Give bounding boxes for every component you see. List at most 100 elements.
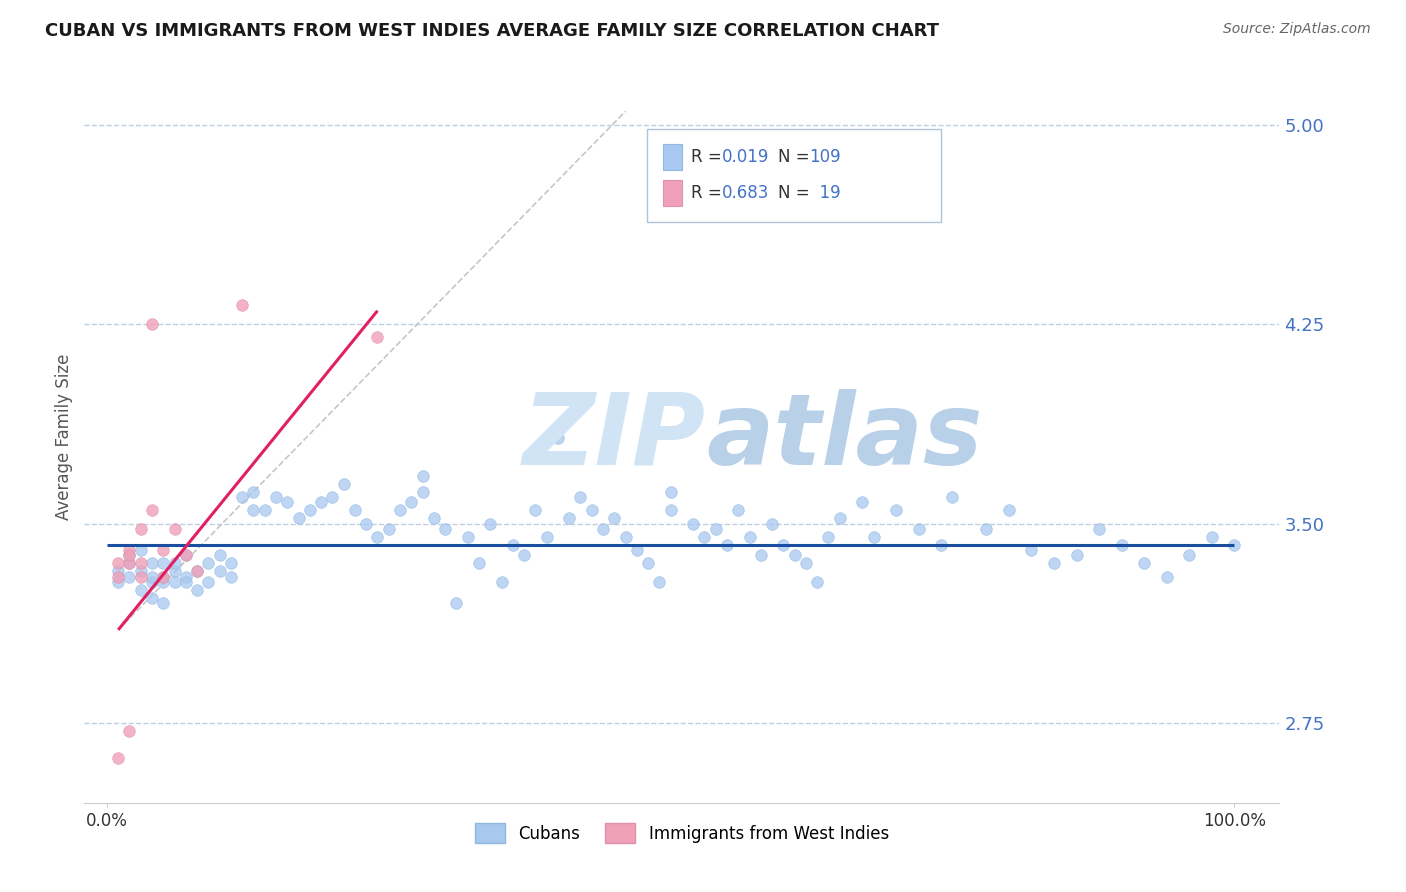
Point [141,503,163,517]
Point [197,557,219,571]
Point [1043,557,1066,571]
Point [862,530,884,544]
Point [659,484,682,499]
Point [637,557,659,571]
Point [626,543,648,558]
Point [129,570,152,584]
Point [1133,557,1156,571]
Point [682,516,704,531]
Point [129,543,152,558]
Point [794,557,817,571]
Point [479,516,502,531]
Point [1021,543,1043,558]
Text: N =: N = [779,184,815,202]
Point [321,490,343,504]
Point [242,503,264,517]
Point [129,522,152,536]
Point [107,570,129,584]
Point [976,522,998,536]
Point [118,570,141,584]
Point [219,570,242,584]
Point [309,495,332,509]
Point [547,431,569,445]
Point [468,557,491,571]
Point [298,503,321,517]
Point [941,490,963,504]
Point [152,570,174,584]
Point [332,476,354,491]
Point [851,495,873,509]
Legend: Cubans, Immigrants from West Indies: Cubans, Immigrants from West Indies [468,817,896,849]
Point [174,575,197,590]
Point [749,549,772,563]
Point [129,582,152,597]
Text: 0.019: 0.019 [721,148,769,166]
Point [107,565,129,579]
Point [423,511,446,525]
Point [208,565,231,579]
Point [118,557,141,571]
Point [186,565,208,579]
Text: atlas: atlas [706,389,983,485]
Point [581,503,603,517]
Point [592,522,614,536]
Point [446,596,468,610]
Point [1178,549,1201,563]
Point [389,503,412,517]
Point [141,557,163,571]
Y-axis label: Average Family Size: Average Family Size [55,354,73,520]
Point [716,538,738,552]
Point [231,298,253,312]
Point [141,317,163,331]
Text: 0.683: 0.683 [721,184,769,202]
Point [129,557,152,571]
Text: Source: ZipAtlas.com: Source: ZipAtlas.com [1223,22,1371,37]
Point [1223,538,1246,552]
Point [152,596,174,610]
Text: 19: 19 [808,184,841,202]
Point [761,516,783,531]
Point [806,575,828,590]
Point [186,582,208,597]
Point [163,522,186,536]
Point [118,543,141,558]
Point [264,490,287,504]
Point [253,503,276,517]
Point [366,330,388,344]
Point [704,522,727,536]
Point [174,549,197,563]
Point [118,723,141,738]
Point [1066,549,1088,563]
Point [614,530,637,544]
Point [772,538,794,552]
Point [783,549,806,563]
Point [152,557,174,571]
Point [107,557,129,571]
Point [659,503,682,517]
Point [163,565,186,579]
Point [174,549,197,563]
Point [141,591,163,605]
Point [231,490,253,504]
Point [343,503,366,517]
Point [412,484,434,499]
Point [884,503,907,517]
Point [129,565,152,579]
Point [107,575,129,590]
Point [727,503,749,517]
Point [287,511,309,525]
Point [524,503,547,517]
Point [603,511,626,525]
Point [1111,538,1133,552]
Point [378,522,401,536]
Point [152,570,174,584]
Point [107,750,129,764]
Point [536,530,558,544]
Text: N =: N = [779,148,815,166]
Point [118,549,141,563]
Point [412,468,434,483]
Point [174,570,197,584]
Point [219,557,242,571]
Point [141,570,163,584]
Point [502,538,524,552]
